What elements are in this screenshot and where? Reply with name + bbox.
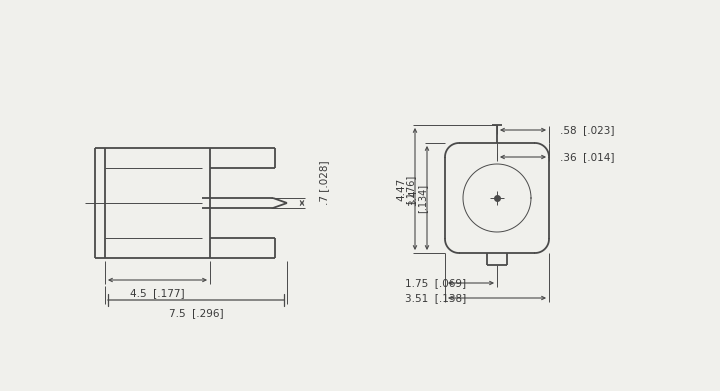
Text: .36  [.014]: .36 [.014] <box>559 152 614 162</box>
Text: 4.5  [.177]: 4.5 [.177] <box>130 288 185 298</box>
Text: 4.47: 4.47 <box>396 178 406 201</box>
Text: 3.51  [.138]: 3.51 [.138] <box>405 293 467 303</box>
Text: 1.75  [.069]: 1.75 [.069] <box>405 278 466 288</box>
Text: .7 [.028]: .7 [.028] <box>319 161 329 205</box>
Text: 3.4: 3.4 <box>408 190 418 206</box>
Text: [.134]: [.134] <box>417 183 427 213</box>
Text: .58  [.023]: .58 [.023] <box>559 125 614 135</box>
Text: 7.5  [.296]: 7.5 [.296] <box>168 308 223 318</box>
Text: [.176]: [.176] <box>405 174 415 204</box>
